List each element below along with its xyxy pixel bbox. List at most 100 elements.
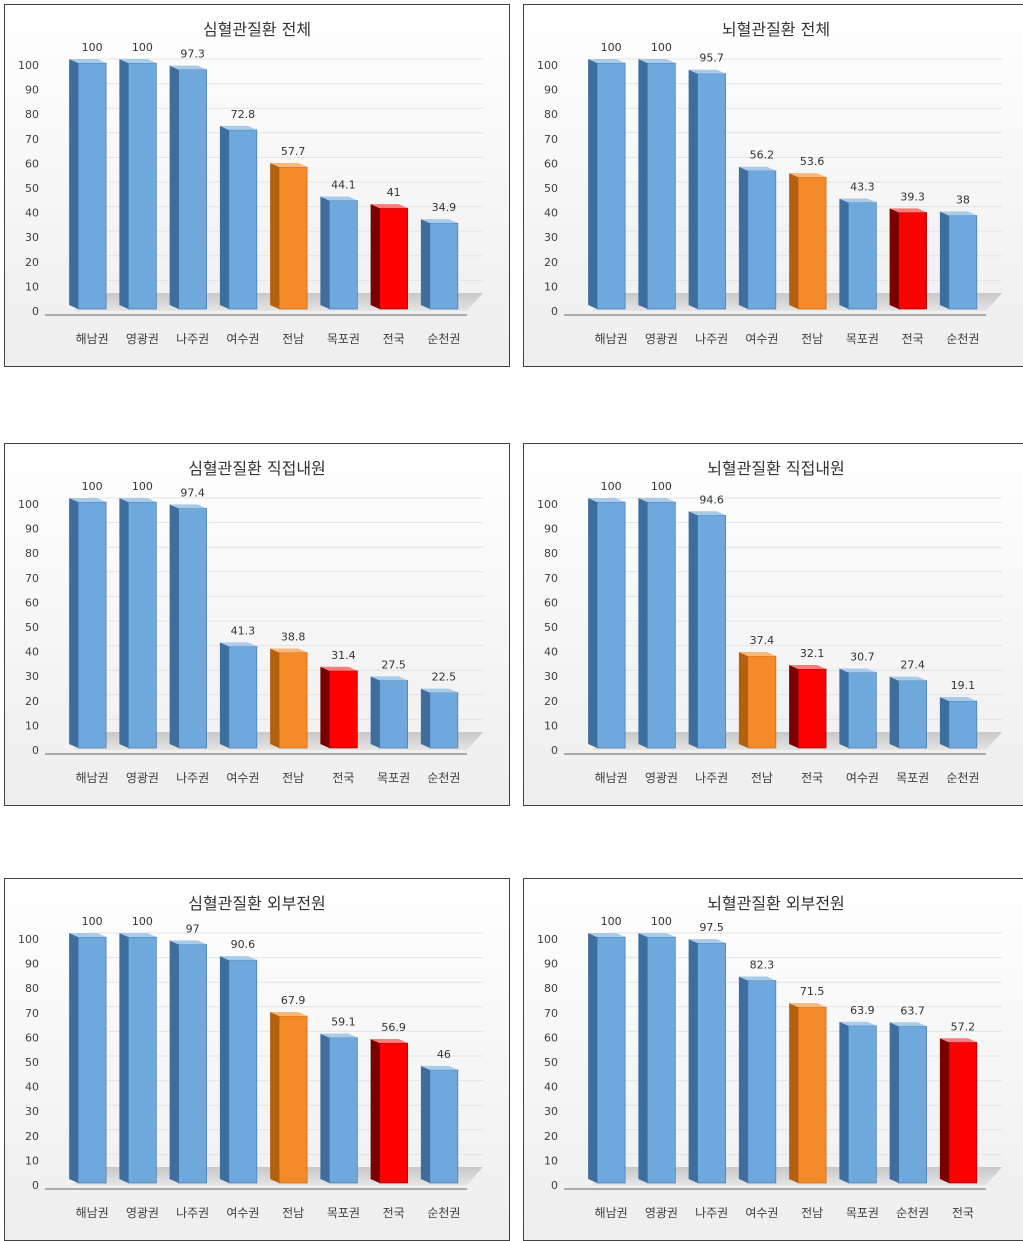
bar-7 [889,676,927,749]
bar-front [697,73,726,310]
bar-front [178,69,207,310]
bar-front [128,936,157,1184]
x-tick-label: 해남권 [595,332,628,346]
data-label: 72.8 [231,108,256,121]
data-label: 100 [82,915,103,928]
y-tick-label: 70 [544,1007,558,1020]
bar-6 [839,668,877,749]
y-tick-label: 20 [544,695,558,708]
x-tick-label: 영광권 [645,332,678,346]
bar-front [178,944,207,1184]
chart-panel-6: 뇌혈관질환 외부전원 0 10 20 30 40 50 60 70 80 90 100 100 해남권 10… [523,878,1023,1241]
data-label: 46 [437,1048,451,1061]
bar-5 [789,1003,827,1184]
bar-side [420,688,430,748]
bar-top [69,498,107,502]
y-tick-label: 30 [544,1105,558,1118]
bar-3 [688,511,726,749]
chart-svg-2: 뇌혈관질환 전체 0 10 20 30 40 50 60 70 80 90 100 100 해남권 100 영… [524,5,1023,366]
bar-side [219,125,229,309]
x-tick-label: 나주권 [695,771,728,785]
bar-front [948,700,978,749]
y-tick-label: 40 [544,646,558,659]
bar-side [320,196,330,309]
data-label: 94.6 [699,493,724,506]
bar-top [119,59,157,63]
bar-8 [420,1065,459,1184]
y-tick-label: 50 [25,1056,39,1069]
data-label: 56.9 [381,1021,406,1034]
x-tick-label: 순천권 [946,770,979,785]
x-tick-label: 전국 [952,1206,974,1220]
bar-top [370,204,408,209]
chart-panel-1: 심혈관질환 전체 0 10 20 30 40 50 60 70 80 90 100 100 해남권 100 영… [4,4,510,367]
data-label: 57.7 [281,145,306,158]
bar-top [839,1021,877,1026]
bar-side [370,676,380,748]
bar-front [647,62,676,310]
bar-top [270,163,308,168]
bar-front [429,692,459,749]
bar-top [688,511,726,516]
bar-front [596,62,626,310]
bar-side [839,1021,849,1183]
bar-front [848,1025,877,1184]
x-tick-label: 목포권 [377,771,410,785]
bar-3 [688,939,726,1184]
y-tick-label: 20 [25,1130,39,1143]
x-tick-label: 해남권 [76,1206,109,1220]
x-tick-label: 여수권 [226,1206,259,1220]
y-tick-label: 0 [32,744,39,757]
x-tick-label: 해남권 [595,771,628,785]
x-tick-label: 나주권 [176,1206,209,1220]
bar-front [329,1037,358,1184]
bar-side [270,163,280,309]
y-tick-label: 100 [537,933,558,946]
y-tick-label: 0 [551,1179,558,1192]
bar-side [839,668,849,748]
x-tick-label: 순천권 [427,331,460,346]
bar-2 [119,933,157,1184]
bar-top [588,498,626,502]
bar-front [228,646,258,749]
bar-front [278,166,308,310]
x-tick-label: 전남 [801,1206,823,1220]
bar-side [320,1033,330,1183]
bar-front [647,936,676,1184]
chart-svg-4: 뇌혈관질환 직접내원 0 10 20 30 40 50 60 70 80 90 100 100 해남권 10… [524,444,1023,805]
bar-top [889,676,927,681]
y-tick-label: 100 [18,59,39,72]
bar-front [77,501,107,749]
x-tick-label: 전남 [282,332,304,346]
bar-front [379,1042,408,1184]
bar-side [119,59,129,309]
bar-side [420,219,430,309]
bar-side [169,65,179,309]
x-tick-label: 목포권 [327,332,360,346]
x-tick-label: 나주권 [176,332,209,346]
x-tick-label: 전남 [801,332,823,346]
bar-side [219,956,229,1183]
bar-3 [169,65,207,310]
data-label: 19.1 [951,679,976,692]
bar-side [169,940,179,1183]
x-tick-label: 여수권 [846,771,879,785]
y-tick-label: 0 [32,305,39,318]
bar-side [889,208,899,309]
bar-top [638,933,676,937]
x-tick-label: 영광권 [645,1206,678,1220]
x-tick-label: 해남권 [76,332,109,346]
data-label: 34.9 [432,201,457,214]
chart-title: 뇌혈관질환 외부전원 [707,894,845,913]
x-tick-label: 순천권 [896,1205,929,1220]
bar-top [588,933,626,937]
chart-svg-6: 뇌혈관질환 외부전원 0 10 20 30 40 50 60 70 80 90 100 100 해남권 10… [524,879,1023,1240]
bar-front [848,672,877,749]
y-tick-label: 60 [25,596,39,609]
bar-top [320,196,358,201]
bar-6 [320,666,358,749]
bar-side [420,1065,430,1183]
bar-side [939,1038,949,1183]
y-tick-label: 0 [551,744,558,757]
bar-front [797,1006,827,1184]
